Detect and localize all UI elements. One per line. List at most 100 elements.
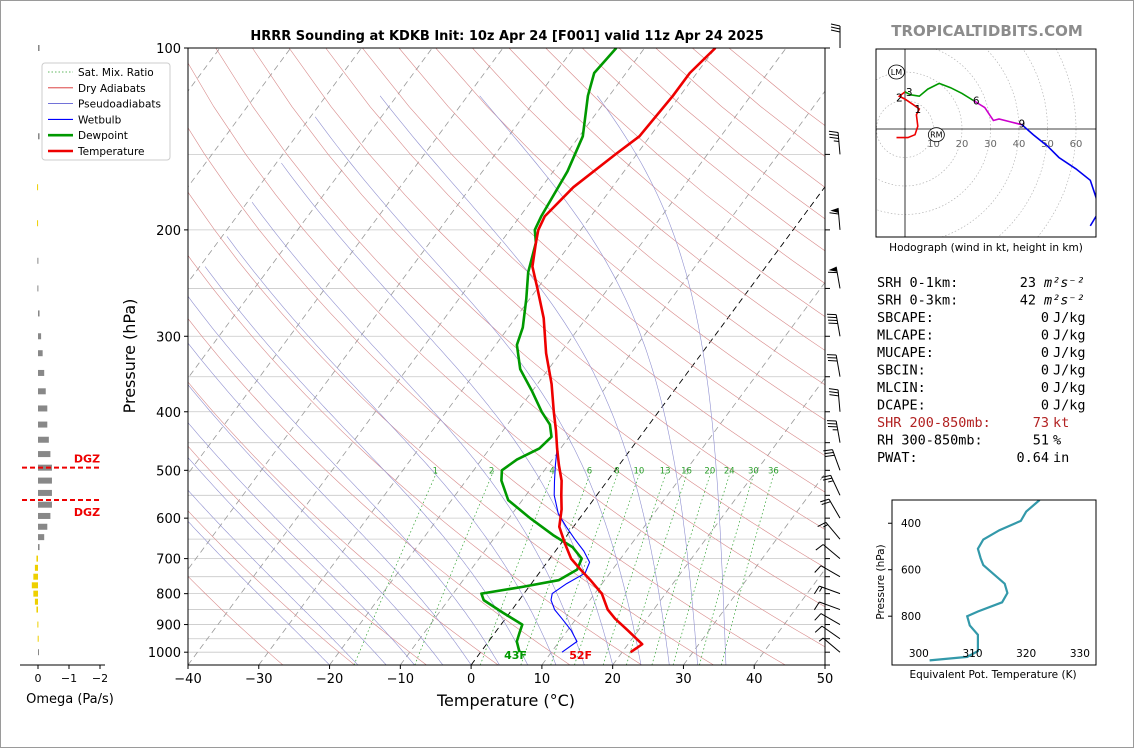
mixing-ratio-label: 30 <box>748 467 759 477</box>
wind-barb <box>826 354 841 377</box>
mixing-ratio-line <box>699 470 756 665</box>
barb-full <box>828 322 838 324</box>
wind-barb <box>828 130 841 155</box>
stat-value: 0 <box>1041 398 1049 414</box>
hodograph-segment <box>896 91 921 139</box>
hodograph-ring-label: 60 <box>1070 139 1083 150</box>
stat-unit: J/kg <box>1053 380 1086 396</box>
pseudoadiabat <box>188 489 359 665</box>
omega-bar <box>38 544 40 551</box>
omega-bar <box>33 573 38 580</box>
omega-bar <box>38 512 51 519</box>
barb-full <box>826 420 837 422</box>
barb-full <box>821 501 831 505</box>
theta-e-y-tick-label: 600 <box>901 565 921 577</box>
barb-full <box>813 585 820 595</box>
stat-label: MLCAPE: <box>877 328 934 344</box>
omega-bar <box>38 45 40 51</box>
dry-adiabat <box>188 191 714 665</box>
hodograph-height-label: 1 <box>914 104 921 116</box>
skewt-axis-ticks: 43F 52F −40 −30 −20 −10 0 10 20 30 40 50 100 200 300 40… <box>148 42 833 687</box>
omega-bar <box>37 257 39 264</box>
y-tick-label: 1000 <box>148 646 181 661</box>
pseudoadiabat <box>188 422 415 665</box>
barb-full <box>814 625 823 633</box>
barb-half <box>823 524 829 528</box>
theta-e-x-tick-label: 310 <box>963 648 983 660</box>
stat-label: SRH 0-1km: <box>877 275 958 291</box>
pseudoadiabat <box>251 202 585 665</box>
barb-full <box>820 498 830 503</box>
barb-staff <box>822 544 841 559</box>
barb-full <box>827 426 838 428</box>
omega-bar <box>38 501 52 508</box>
omega-bar <box>38 350 43 357</box>
barb-full <box>815 544 824 551</box>
mixing-ratio-line <box>414 470 495 665</box>
barb-staff <box>819 585 841 595</box>
mixing-ratio-label: 20 <box>704 467 715 477</box>
dgz-label-top: DGZ <box>74 453 100 466</box>
x-tick-label: −30 <box>245 672 272 687</box>
barb-half <box>832 429 838 431</box>
mixing-ratio-label: 2 <box>489 467 494 477</box>
x-tick-label: 20 <box>604 672 621 687</box>
legend-label: Pseudoadiabats <box>78 99 161 111</box>
barb-full <box>817 521 827 528</box>
legend-label: Dry Adiabats <box>78 83 146 95</box>
stat-unit: % <box>1053 433 1061 449</box>
brand-watermark: TROPICALTIDBITS.COM <box>891 22 1083 40</box>
omega-bar <box>38 405 48 412</box>
barb-full <box>827 316 837 319</box>
dry-adiabat <box>288 48 825 530</box>
dry-adiabat <box>188 510 355 665</box>
stat-value: 0 <box>1041 328 1049 344</box>
stat-value: 0 <box>1041 310 1049 326</box>
mixing-ratio-label: 4 <box>549 467 554 477</box>
isotherm <box>612 377 825 665</box>
wind-barb <box>823 449 841 471</box>
y-tick-label: 900 <box>156 619 181 634</box>
omega-tick-label: −1 <box>61 672 77 685</box>
wind-barb <box>826 420 841 443</box>
wind-barb <box>827 266 841 289</box>
theta-e-y-label: Pressure (hPa) <box>875 544 887 619</box>
legend-label: Dewpoint <box>78 130 128 142</box>
x-tick-label: 10 <box>534 672 551 687</box>
stat-unit: in <box>1053 450 1069 466</box>
theta-e-line <box>929 500 1041 662</box>
hodograph-height-label: 2 <box>896 93 903 105</box>
barb-staff <box>835 420 841 443</box>
theta-e-x-tick-label: 330 <box>1070 648 1090 660</box>
hodograph-ring-label: 10 <box>927 139 940 150</box>
barb-full <box>830 26 841 30</box>
barb-full <box>828 388 839 391</box>
theta-e-y-tick-label: 800 <box>901 611 921 623</box>
mixing-ratio-label: 10 <box>633 467 644 477</box>
barb-staff <box>820 613 841 625</box>
wind-barb <box>829 207 841 230</box>
stat-label: DCAPE: <box>877 398 926 414</box>
dgz-label-bottom: DGZ <box>74 506 100 519</box>
stat-value: 51 <box>1033 433 1049 449</box>
omega-bar <box>34 564 38 571</box>
barb-full <box>829 212 839 215</box>
storm-motion-marker <box>888 64 905 80</box>
omega-bar <box>37 285 39 292</box>
stat-value: 0 <box>1041 345 1049 361</box>
barb-staff <box>820 565 841 578</box>
barb-staff <box>835 354 841 377</box>
barb-pennant <box>830 207 839 213</box>
mixing-ratio-label: 16 <box>681 467 692 477</box>
stat-value: 42 <box>1020 293 1036 309</box>
wind-barb <box>814 613 841 625</box>
pseudoadiabat <box>597 95 727 665</box>
hodograph-trace: 12 3 6 9 LM RM <box>888 64 1096 227</box>
surface-dewpoint-label: 43F <box>504 649 527 662</box>
barb-full <box>829 394 839 397</box>
hodograph-rings: 10 20 30 40 50 60 <box>876 49 1096 237</box>
mixing-ratio-line <box>602 470 668 665</box>
stat-unit: J/kg <box>1053 328 1086 344</box>
legend-label: Temperature <box>77 146 145 158</box>
omega-bar <box>34 598 38 605</box>
